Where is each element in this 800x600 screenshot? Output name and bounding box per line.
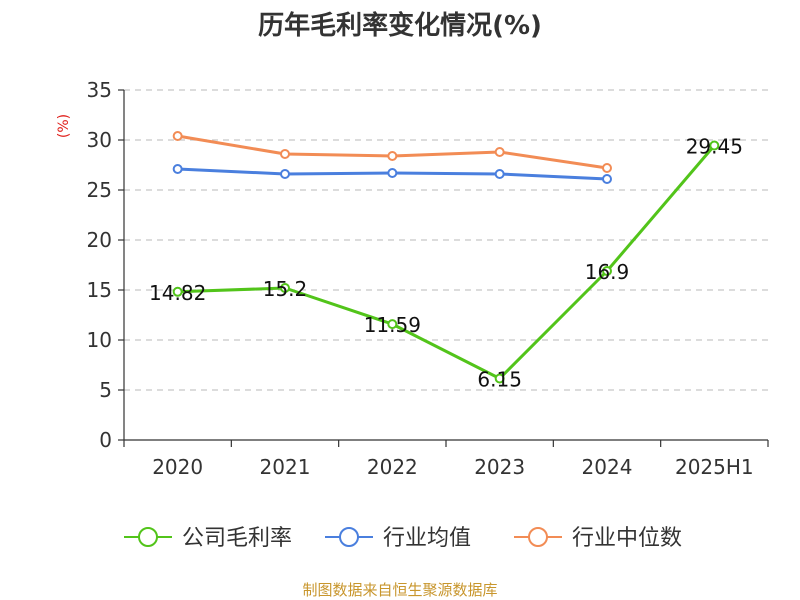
data-label: 29.45 [686,135,743,159]
y-tick-label: 20 [87,228,112,252]
data-point[interactable] [172,164,183,174]
legend-label: 行业均值 [383,526,471,551]
x-tick-label: 2024 [582,455,633,479]
x-tick-label: 2020 [152,455,203,479]
x-tick-label: 2021 [260,455,311,479]
x-tick-label: 2025H1 [675,455,754,479]
data-point[interactable] [387,151,398,161]
x-tick-label: 2023 [474,455,525,479]
data-point[interactable] [602,174,612,184]
y-tick-label: 30 [87,128,112,152]
legend-label: 公司毛利率 [182,526,292,551]
legend-marker [528,527,548,547]
legend[interactable]: 公司毛利率 行业均值 行业中位数 [124,526,682,551]
series-1: 14.82 15.2 11.59 6.15 16.9 29.45 [149,135,743,392]
data-point[interactable] [172,131,183,141]
y-tick-label: 25 [87,178,112,202]
series-3 [172,131,612,173]
data-point[interactable] [602,163,612,173]
data-label: 6.15 [477,368,522,392]
data-point[interactable] [280,169,290,179]
y-tick-label: 5 [99,378,112,402]
data-point[interactable] [602,266,612,276]
data-point[interactable] [280,149,290,159]
source-note: 制图数据来自恒生聚源数据库 [302,581,497,599]
data-point[interactable] [494,169,505,179]
data-point[interactable] [387,168,398,178]
data-label: 16.9 [585,260,630,284]
legend-item-1[interactable]: 公司毛利率 [124,526,292,551]
y-tick-label: 15 [87,278,112,302]
legend-item-3[interactable]: 行业中位数 [514,526,682,551]
y-tick-label: 0 [99,428,112,452]
data-label: 15.2 [263,277,308,301]
legend-marker [339,527,359,547]
gridlines [124,89,768,391]
data-point[interactable] [172,286,183,297]
axes: 0 5 10 15 20 25 30 35 2020 2021 2022 2023 2024 2025H1 [87,78,769,479]
legend-label: 行业中位数 [572,526,682,551]
data-point[interactable] [280,283,290,293]
x-tick-label: 2022 [367,455,418,479]
data-point[interactable] [709,140,720,151]
chart-title: 历年毛利率变化情况(%) [258,10,542,41]
data-label: 14.82 [149,281,206,305]
legend-item-2[interactable]: 行业均值 [325,526,471,551]
y-tick-label: 10 [87,328,112,352]
legend-marker [138,527,158,547]
y-tick-label: 35 [87,78,112,102]
data-point[interactable] [387,319,398,330]
series-layer: 14.82 15.2 11.59 6.15 16.9 29.45 [149,131,743,392]
data-point[interactable] [494,373,505,384]
series-line [177,144,716,380]
data-label: 11.59 [364,313,421,337]
data-point[interactable] [494,147,505,157]
series-2 [172,164,612,184]
y-axis-unit: (%) [56,114,72,138]
